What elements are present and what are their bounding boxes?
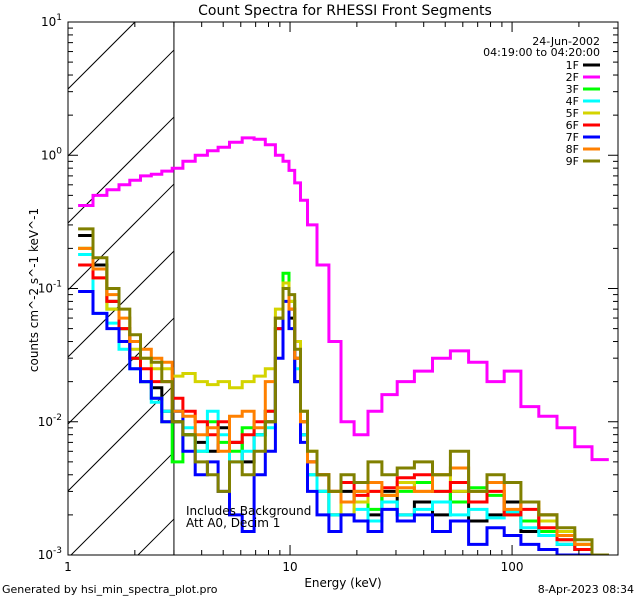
series-1F	[78, 234, 609, 555]
axis-ticks	[67, 21, 619, 556]
y-tick-label: 100	[41, 146, 62, 162]
series-group	[78, 136, 609, 555]
series-6F	[78, 263, 609, 555]
legend-item-5F: 5F	[566, 107, 600, 120]
legend-label: 3F	[566, 83, 579, 96]
hatch-line	[68, 116, 175, 224]
hatch-line	[137, 518, 175, 555]
hatch-line	[68, 22, 136, 90]
legend-item-4F: 4F	[566, 95, 600, 108]
annotations: Includes Background Att A0, Decim 1	[186, 504, 311, 530]
y-tick-label: 10-3	[38, 546, 62, 562]
hatch-line	[68, 183, 175, 291]
hatch-line	[68, 49, 175, 157]
legend-item-8F: 8F	[566, 143, 600, 156]
legend-time-range: 04:19:00 to 04:20:00	[483, 46, 600, 59]
legend-item-7F: 7F	[566, 131, 600, 144]
y-tick-label: 10-2	[38, 413, 62, 429]
plot-area	[68, 22, 609, 555]
legend-label: 4F	[566, 95, 579, 108]
y-tick-label: 10-1	[38, 280, 62, 296]
annotation-attenuator: Att A0, Decim 1	[186, 516, 280, 530]
legend-label: 6F	[566, 119, 579, 132]
legend-item-1F: 1F	[566, 59, 600, 72]
y-axis-label: counts cm^-2 s^-1 keV^-1	[27, 208, 41, 372]
footer-generated-by: Generated by hsi_min_spectra_plot.pro	[2, 583, 218, 596]
legend-label: 2F	[566, 71, 579, 84]
legend-item-3F: 3F	[566, 83, 600, 96]
legend-label: 9F	[566, 155, 579, 168]
footer-timestamp: 8-Apr-2023 08:34	[537, 583, 634, 596]
legend-label: 8F	[566, 143, 579, 156]
legend-item-9F: 9F	[566, 155, 600, 168]
x-axis-label: Energy (keV)	[304, 576, 381, 590]
x-tick-label: 1	[64, 560, 72, 574]
y-tick-label: 101	[41, 13, 62, 29]
legend-label: 5F	[566, 107, 579, 120]
chart-title: Count Spectra for RHESSI Front Segments	[198, 3, 492, 19]
x-tick-label: 10	[282, 560, 297, 574]
legend-date: 24-Jun-2002	[532, 35, 600, 48]
x-tick-label: 100	[501, 560, 524, 574]
y-tick-labels: 10-3 10-2 10-1 100 101	[38, 13, 63, 562]
hatch-line	[68, 250, 175, 358]
hatch-line	[68, 317, 175, 425]
legend-label: 1F	[566, 59, 579, 72]
hatch-line	[70, 451, 175, 555]
legend-label: 7F	[566, 131, 579, 144]
series-2F	[78, 136, 609, 462]
legend-item-2F: 2F	[566, 71, 600, 84]
series-9F	[78, 227, 609, 555]
legend: 24-Jun-2002 04:19:00 to 04:20:00 1F2F3F4…	[483, 35, 600, 168]
legend-item-6F: 6F	[566, 119, 600, 132]
excluded-region-hatch	[68, 22, 175, 555]
annotation-background: Includes Background	[186, 504, 311, 518]
x-tick-labels: 1 10 100	[64, 560, 523, 574]
